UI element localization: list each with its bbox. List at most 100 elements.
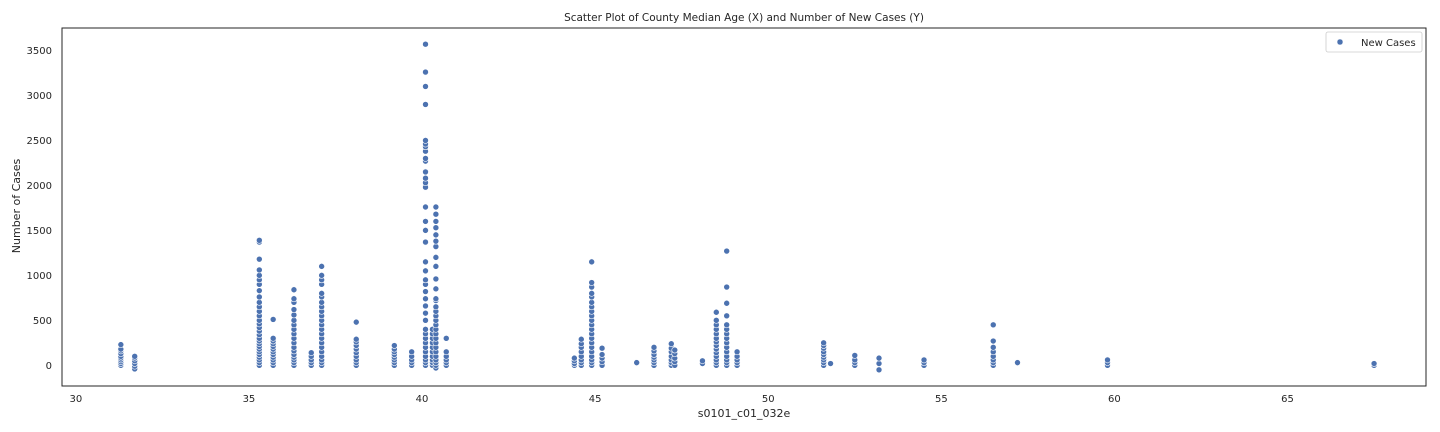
y-tick-label: 0 xyxy=(46,361,52,372)
data-point xyxy=(422,309,429,317)
data-point xyxy=(588,258,595,266)
data-point xyxy=(432,303,440,311)
data-point xyxy=(432,237,440,245)
data-point xyxy=(422,168,429,176)
data-point xyxy=(318,263,325,270)
data-point xyxy=(269,335,277,342)
data-point xyxy=(422,227,429,234)
data-point xyxy=(422,288,429,295)
data-point xyxy=(723,283,730,291)
data-point xyxy=(1014,359,1021,366)
data-point xyxy=(318,290,325,297)
data-point xyxy=(307,349,315,357)
data-point xyxy=(408,348,415,356)
data-point xyxy=(256,255,263,263)
data-point xyxy=(269,316,277,323)
data-point xyxy=(131,353,139,360)
data-point xyxy=(422,155,429,162)
y-axis-label: Number of Cases xyxy=(10,159,23,254)
x-tick-label: 55 xyxy=(935,394,948,405)
data-point xyxy=(588,290,595,297)
data-points xyxy=(117,40,1378,374)
data-point xyxy=(432,224,440,231)
data-point xyxy=(875,354,883,362)
data-point xyxy=(422,238,429,246)
data-point xyxy=(422,326,429,333)
data-point xyxy=(352,318,360,326)
y-tick-label: 3500 xyxy=(27,46,52,57)
legend-marker xyxy=(1336,38,1344,46)
y-tick-label: 2000 xyxy=(27,181,52,192)
data-point xyxy=(713,317,720,324)
data-point xyxy=(571,354,578,362)
data-point xyxy=(432,295,440,303)
legend-label: New Cases xyxy=(1361,38,1416,49)
y-tick-label: 1000 xyxy=(27,271,52,282)
data-point xyxy=(318,272,325,279)
data-point xyxy=(442,335,450,342)
data-point xyxy=(432,285,440,293)
data-point xyxy=(671,346,679,354)
data-point xyxy=(117,341,125,348)
data-point xyxy=(699,357,706,365)
data-point xyxy=(432,231,440,239)
data-point xyxy=(422,267,429,275)
x-tick-label: 50 xyxy=(762,394,775,405)
data-point xyxy=(1104,356,1111,364)
chart-title: Scatter Plot of County Median Age (X) an… xyxy=(564,12,924,24)
data-point xyxy=(633,359,640,366)
data-point xyxy=(290,306,298,313)
data-point xyxy=(256,293,263,301)
data-point xyxy=(256,266,263,274)
data-point xyxy=(422,258,429,266)
data-point xyxy=(352,335,360,343)
data-point xyxy=(256,236,263,244)
x-tick-label: 40 xyxy=(416,394,429,405)
data-point xyxy=(723,299,730,307)
data-point xyxy=(723,312,730,320)
data-point xyxy=(820,339,827,347)
data-point xyxy=(422,302,429,310)
data-point xyxy=(432,203,440,211)
data-point xyxy=(432,254,440,261)
data-point xyxy=(422,137,429,144)
x-axis-label: s0101_c01_032e xyxy=(698,407,791,420)
data-point xyxy=(432,263,440,270)
data-point xyxy=(598,351,606,358)
data-point xyxy=(598,344,606,352)
data-point xyxy=(422,40,429,48)
data-point xyxy=(733,348,741,356)
x-tick-label: 65 xyxy=(1281,394,1294,405)
data-point xyxy=(667,340,675,348)
data-point xyxy=(920,356,928,364)
data-point xyxy=(422,83,429,90)
x-tick-label: 60 xyxy=(1108,394,1121,405)
data-point xyxy=(422,174,429,182)
data-point xyxy=(422,101,429,108)
data-point xyxy=(723,247,730,255)
data-point xyxy=(432,218,440,225)
data-point xyxy=(422,68,429,76)
data-point xyxy=(432,210,440,218)
data-point xyxy=(290,286,298,294)
data-point xyxy=(723,321,730,329)
y-tick-label: 3000 xyxy=(27,91,52,102)
x-axis-ticks: 30 35 40 45 50 55 60 65 xyxy=(69,394,1293,405)
legend: New Cases xyxy=(1325,31,1423,53)
data-point xyxy=(422,317,429,324)
y-tick-label: 2500 xyxy=(27,136,52,147)
data-point xyxy=(442,348,450,356)
data-point xyxy=(422,203,429,211)
y-axis-ticks: 0 500 1000 1500 2000 2500 3000 3500 xyxy=(27,46,52,372)
data-point xyxy=(432,275,440,283)
data-point xyxy=(989,344,997,351)
x-tick-label: 35 xyxy=(243,394,256,405)
y-tick-label: 1500 xyxy=(27,226,52,237)
data-point xyxy=(577,335,585,343)
data-point xyxy=(422,295,429,303)
data-point xyxy=(989,337,997,345)
plot-frame xyxy=(61,27,1427,387)
data-point xyxy=(422,218,429,225)
data-point xyxy=(851,352,859,359)
